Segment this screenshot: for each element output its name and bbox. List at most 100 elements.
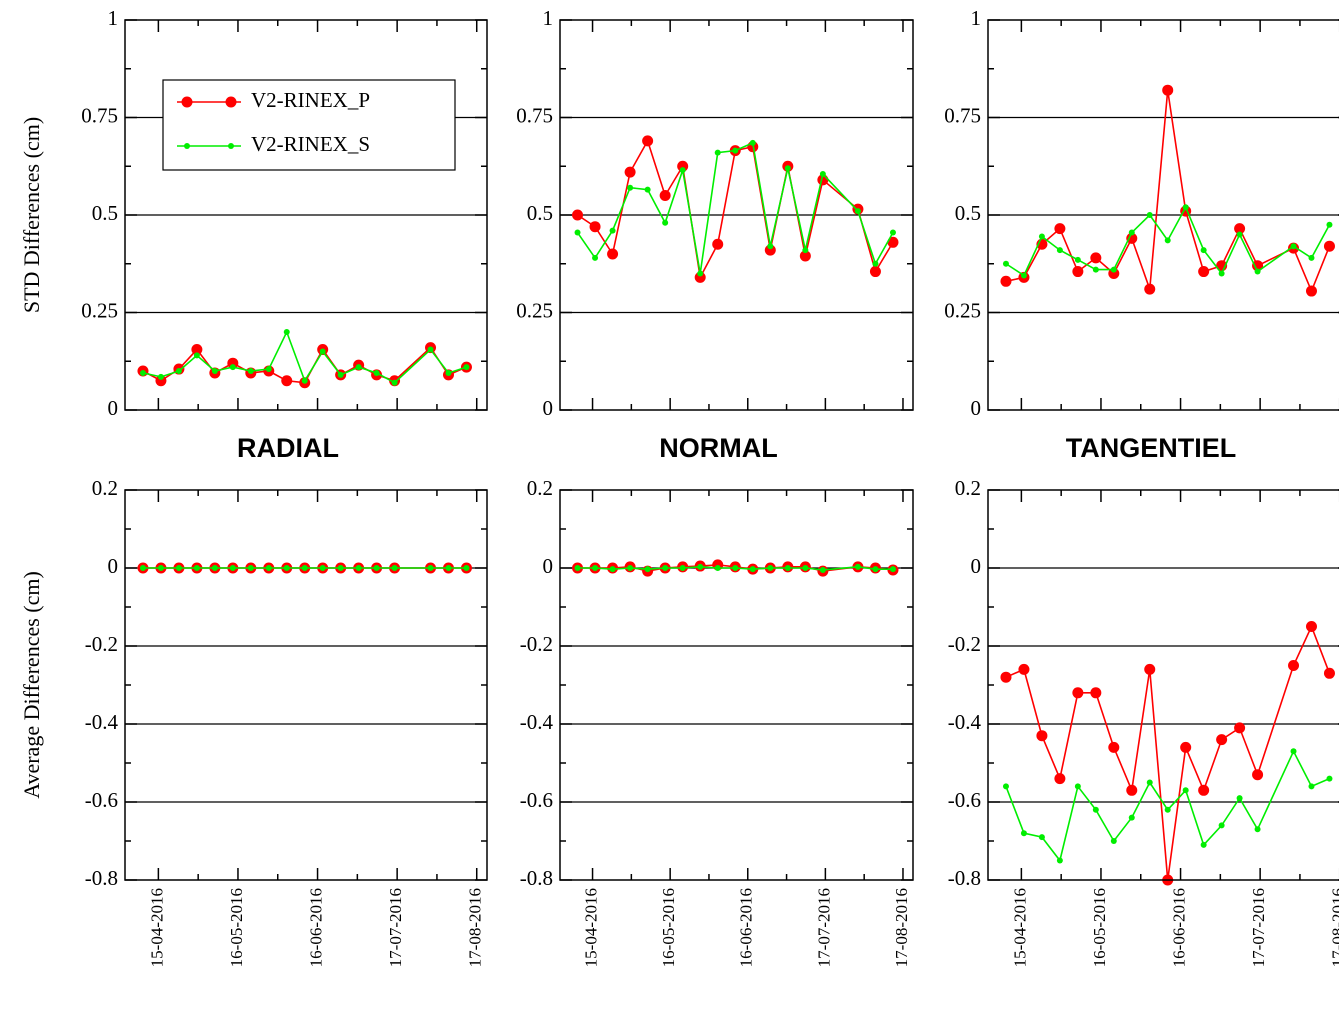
data-point — [644, 566, 651, 573]
y-tick-label: -0.4 — [948, 710, 982, 734]
data-point — [1000, 275, 1012, 287]
data-point — [1164, 806, 1171, 813]
x-tick-label: 17-08-2016 — [466, 888, 485, 967]
data-point — [889, 229, 896, 236]
data-point — [1252, 260, 1264, 272]
plot-frame — [559, 19, 914, 411]
data-point — [607, 248, 619, 260]
y-axis-label: STD Differences (cm) — [19, 117, 44, 313]
data-point — [1254, 826, 1261, 833]
x-tick-label: 17-07-2016 — [814, 888, 833, 967]
data-point — [229, 364, 236, 371]
data-point — [1108, 741, 1120, 753]
data-point — [1092, 806, 1099, 813]
data-point — [572, 209, 584, 221]
data-point — [802, 565, 809, 571]
data-point — [1038, 233, 1045, 240]
data-point — [1308, 783, 1315, 790]
data-point — [802, 247, 809, 254]
data-point — [191, 344, 203, 356]
data-point — [1074, 256, 1081, 263]
legend-box — [162, 79, 456, 171]
panel-title: RADIAL — [237, 433, 339, 463]
data-point — [1198, 266, 1210, 278]
data-point — [175, 368, 182, 374]
data-point — [592, 565, 599, 571]
data-point — [799, 250, 811, 262]
y-tick-label: 0 — [971, 396, 982, 420]
data-point — [1182, 787, 1189, 794]
data-point — [1290, 243, 1297, 250]
data-point — [1236, 795, 1243, 802]
data-point — [574, 229, 581, 236]
y-tick-label: -0.2 — [85, 632, 118, 656]
y-tick-label: -0.6 — [520, 788, 553, 812]
legend-marker — [184, 143, 190, 149]
data-point — [1236, 231, 1243, 238]
series-line — [1005, 90, 1331, 294]
data-point — [265, 565, 272, 571]
data-point — [627, 565, 634, 571]
data-point — [463, 364, 470, 371]
y-tick-label: -0.6 — [948, 788, 981, 812]
data-point — [301, 377, 308, 384]
data-point — [714, 565, 721, 571]
x-tick-label: 17-07-2016 — [386, 888, 405, 967]
data-point — [819, 171, 826, 178]
data-point — [609, 566, 616, 573]
data-point — [301, 565, 308, 571]
data-point — [1290, 748, 1297, 755]
data-point — [281, 375, 293, 387]
data-point — [1305, 285, 1317, 297]
data-point — [1072, 687, 1084, 699]
y-tick-label: 0.25 — [944, 298, 981, 322]
data-point — [139, 369, 146, 376]
data-point — [1218, 270, 1225, 277]
data-point — [193, 565, 200, 571]
data-point — [1020, 830, 1027, 837]
data-point — [1090, 687, 1102, 699]
legend-label: V2-RINEX_P — [251, 88, 370, 112]
data-point — [1090, 252, 1102, 264]
data-point — [679, 565, 686, 571]
data-point — [1323, 667, 1335, 679]
data-point — [157, 373, 164, 380]
y-tick-label: 1 — [543, 6, 554, 30]
data-point — [732, 147, 739, 154]
data-point — [1326, 221, 1333, 228]
data-point — [211, 565, 218, 571]
y-tick-label: 1 — [971, 6, 982, 30]
data-point — [1216, 734, 1228, 746]
data-point — [445, 369, 452, 376]
data-point — [749, 566, 756, 573]
data-point — [1200, 247, 1207, 254]
data-point — [1146, 212, 1153, 218]
plot-frame — [124, 489, 488, 881]
data-point — [1305, 621, 1317, 632]
data-point — [1218, 822, 1225, 829]
data-point — [1110, 266, 1117, 273]
data-point — [854, 563, 861, 570]
data-point — [1038, 834, 1045, 841]
data-point — [157, 565, 164, 571]
data-point — [662, 219, 669, 226]
y-tick-label: -0.8 — [520, 866, 553, 890]
data-point — [767, 243, 774, 250]
data-point — [463, 565, 470, 571]
data-point — [697, 270, 704, 277]
y-tick-label: 0.5 — [955, 201, 981, 225]
data-point — [872, 260, 879, 267]
y-tick-label: -0.6 — [85, 788, 118, 812]
y-tick-label: 0.2 — [955, 476, 981, 500]
data-point — [609, 227, 616, 234]
data-point — [1144, 283, 1156, 295]
data-point — [642, 135, 654, 147]
data-point — [644, 186, 651, 193]
x-tick-label: 16-06-2016 — [306, 888, 325, 967]
data-point — [265, 366, 272, 373]
data-point — [247, 368, 254, 374]
x-tick-label: 17-08-2016 — [1329, 888, 1339, 967]
data-point — [373, 369, 380, 376]
data-point — [784, 165, 791, 172]
panel-title: NORMAL — [659, 433, 777, 463]
